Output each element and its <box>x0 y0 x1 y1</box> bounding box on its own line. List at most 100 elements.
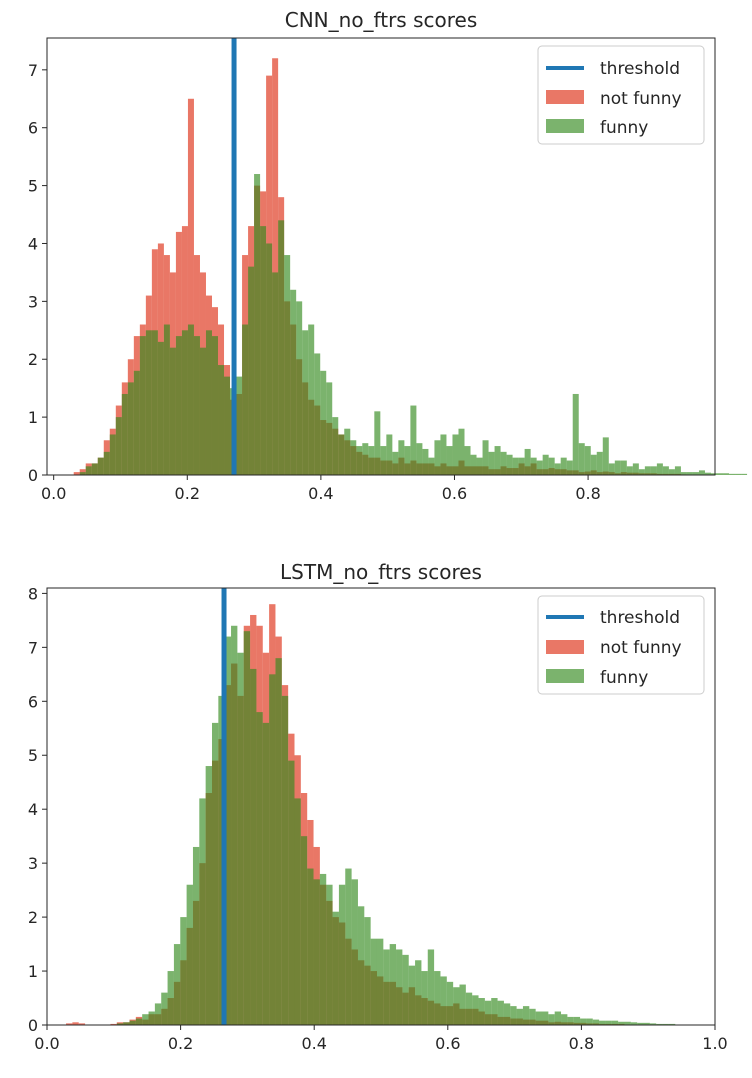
bar-funny <box>572 393 579 475</box>
bar-funny <box>686 472 693 475</box>
bar-funny <box>428 457 435 475</box>
bar-funny <box>668 1023 676 1025</box>
bar-funny <box>173 944 181 1025</box>
bar-funny <box>175 336 182 475</box>
axes-group: 0.0 0.2 0.4 0.6 0.8 1.0 0 1 2 3 4 5 6 7 8 <box>28 584 728 1053</box>
bar-funny <box>97 457 104 475</box>
x-tick-label: 0.8 <box>575 484 600 503</box>
bar-funny <box>254 174 261 475</box>
bar-funny <box>434 971 441 1025</box>
bar-funny <box>308 324 315 475</box>
bar-funny <box>288 760 295 1025</box>
y-tick-label: 6 <box>28 119 38 138</box>
y-tick-label: 7 <box>28 638 38 657</box>
plot-frame <box>46 587 716 1026</box>
bar-funny <box>554 463 561 475</box>
bar-funny <box>192 846 200 1025</box>
bar-funny <box>157 341 164 475</box>
bar-funny <box>611 1020 619 1025</box>
bar-funny <box>440 434 447 475</box>
bar-funny <box>345 868 352 1025</box>
bar-funny <box>123 1022 130 1025</box>
bar-funny <box>148 1011 155 1025</box>
bar-funny <box>243 631 251 1025</box>
bar-funny <box>392 451 399 475</box>
bar-not-funny <box>110 1023 117 1025</box>
bar-funny <box>383 949 390 1025</box>
y-tick-label: 3 <box>28 292 38 311</box>
bar-funny <box>567 1016 574 1025</box>
y-tick-label: 8 <box>28 584 38 603</box>
bar-funny <box>85 466 92 475</box>
bar-funny <box>596 451 603 475</box>
bar-funny <box>506 454 513 475</box>
legend-label-threshold: threshold <box>600 608 680 628</box>
bars-group <box>66 604 676 1025</box>
bar-funny <box>592 1019 600 1025</box>
bar-not-funny <box>78 1023 86 1025</box>
bar-funny <box>199 347 206 475</box>
legend-label-funny: funny <box>600 118 648 138</box>
bar-funny <box>402 954 409 1025</box>
bar-funny <box>624 1021 631 1025</box>
y-tick-label: 0 <box>28 466 38 485</box>
y-tick-label: 5 <box>28 177 38 196</box>
x-tick-label: 0.8 <box>569 1034 594 1053</box>
bar-funny <box>389 944 397 1025</box>
y-tick-label: 7 <box>28 61 38 80</box>
bar-funny <box>357 906 365 1025</box>
bar-funny <box>637 1022 644 1025</box>
bar-funny <box>491 998 498 1025</box>
bar-funny <box>458 428 465 475</box>
bar-funny <box>620 460 627 475</box>
bar-funny <box>500 451 507 475</box>
bar-funny <box>632 463 639 475</box>
x-tick-label: 0.4 <box>308 484 333 503</box>
bar-funny <box>649 1023 657 1025</box>
bar-funny <box>236 376 243 475</box>
bar-funny <box>398 440 405 475</box>
bar-funny <box>145 330 152 475</box>
bar-funny <box>605 1020 612 1025</box>
bar-funny <box>741 473 748 475</box>
bar-funny <box>710 473 717 475</box>
bar-funny <box>662 466 669 475</box>
bar-funny <box>668 469 675 475</box>
bar-funny <box>199 798 206 1025</box>
bar-funny <box>186 884 193 1025</box>
legend: threshold not funny funny <box>537 595 705 695</box>
bar-funny <box>578 443 585 475</box>
bar-funny <box>717 473 724 475</box>
bar-funny <box>79 472 86 475</box>
bar-funny <box>163 324 170 475</box>
y-tick-label: 1 <box>28 408 38 427</box>
x-tick-label: 0.2 <box>168 1034 193 1053</box>
bar-funny <box>115 417 122 475</box>
bar-funny <box>580 1018 587 1025</box>
bar-funny <box>602 437 609 475</box>
y-tick-label: 4 <box>28 234 38 253</box>
bar-funny <box>434 440 441 475</box>
bar-funny <box>180 917 187 1025</box>
bar-funny <box>408 965 416 1025</box>
bar-funny <box>416 443 423 475</box>
bar-not-funny <box>72 1022 79 1025</box>
bar-funny <box>212 722 219 1025</box>
bar-funny <box>662 1023 669 1025</box>
bar-funny <box>482 440 489 475</box>
bar-funny <box>674 466 681 475</box>
x-tick-label: 0.2 <box>175 484 200 503</box>
x-tick-label: 0.6 <box>442 484 467 503</box>
bar-funny <box>729 473 736 475</box>
bar-funny <box>364 917 371 1025</box>
bar-funny <box>374 411 381 475</box>
bar-funny <box>478 998 485 1025</box>
bar-funny <box>698 470 705 475</box>
bar-funny <box>167 971 174 1025</box>
bar-funny <box>530 457 537 475</box>
x-tick-label: 0.0 <box>34 1034 59 1053</box>
bar-funny <box>193 336 200 475</box>
bar-funny <box>590 454 597 475</box>
bar-funny <box>680 472 687 475</box>
